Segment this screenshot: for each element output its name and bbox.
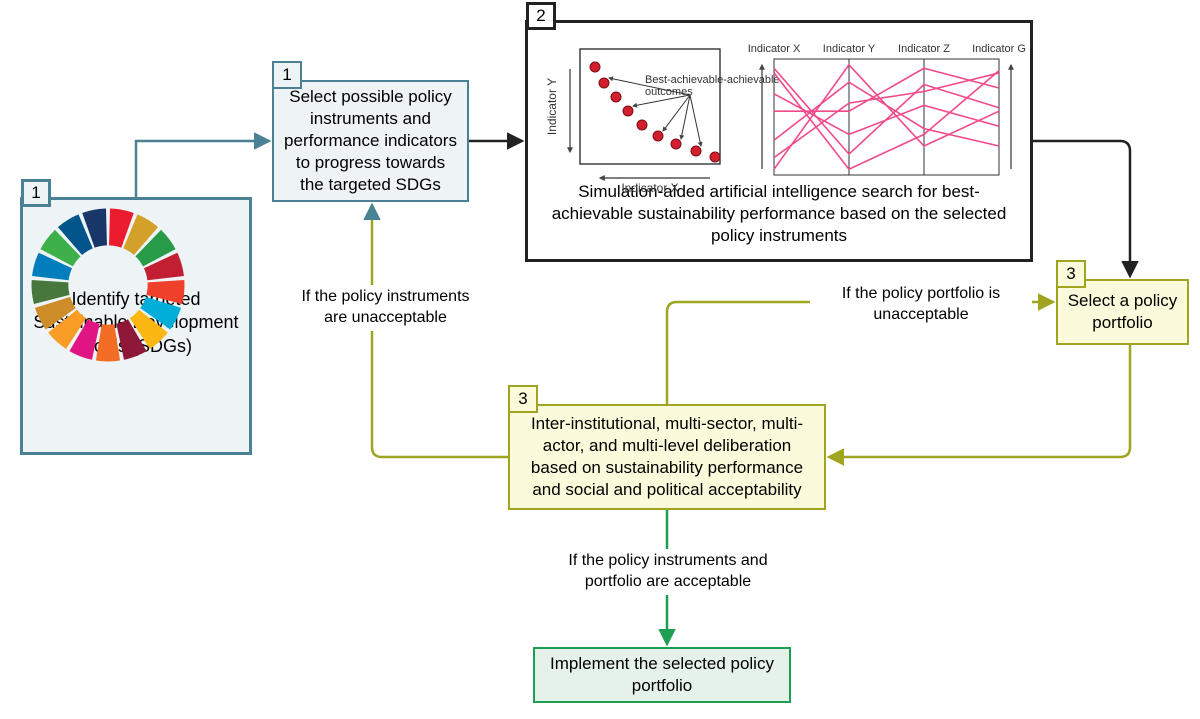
box-tag-2: 2 bbox=[526, 2, 556, 30]
edge-label-instruments-unacceptable: If the policy instruments are unacceptab… bbox=[292, 285, 479, 331]
box6-text: Implement the selected policy portfolio bbox=[543, 653, 781, 697]
edge-e_delibToSelect bbox=[372, 206, 508, 457]
box-implement: Implement the selected policy portfolio bbox=[533, 647, 791, 703]
edge-e_box1_box2 bbox=[136, 141, 268, 197]
box-tag-1b: 1 bbox=[272, 61, 302, 89]
sdg-wheel-icon bbox=[23, 200, 193, 370]
pareto-plot: Indicator XIndicator YBest-achievable-ac… bbox=[542, 37, 742, 175]
pareto-svg: Indicator XIndicator YBest-achievable-ac… bbox=[542, 37, 742, 195]
svg-text:Indicator G: Indicator G bbox=[972, 43, 1026, 55]
svg-text:Indicator Y: Indicator Y bbox=[545, 78, 559, 135]
diagram-canvas: 1 Identify targeted Sustainable Developm… bbox=[0, 0, 1200, 719]
svg-text:Indicator X: Indicator X bbox=[748, 43, 801, 55]
svg-text:Indicator X: Indicator X bbox=[621, 181, 678, 195]
box-select-instruments: 1 Select possible policy instruments and… bbox=[272, 80, 469, 202]
box-select-portfolio: 3 Select a policy portfolio bbox=[1056, 279, 1189, 345]
box5-text: Inter-institutional, multi-sector, multi… bbox=[518, 413, 816, 501]
box4-text: Select a policy portfolio bbox=[1066, 290, 1179, 334]
parallel-svg: Indicator XIndicator YIndicator ZIndicat… bbox=[754, 37, 1024, 195]
edge-label-portfolio-unacceptable: If the policy portfolio is unacceptable bbox=[810, 282, 1032, 328]
svg-text:Indicator Y: Indicator Y bbox=[823, 43, 876, 55]
box2-text: Select possible policy instruments and p… bbox=[282, 86, 459, 196]
box-deliberation: 3 Inter-institutional, multi-sector, mul… bbox=[508, 404, 826, 510]
box-identify-sdgs: 1 Identify targeted Sustainable Developm… bbox=[20, 197, 252, 455]
edge-e_box3_box4 bbox=[1033, 141, 1130, 275]
box-tag-3b: 3 bbox=[508, 385, 538, 413]
edge-e_box4_box5 bbox=[830, 345, 1130, 457]
edge-label-acceptable: If the policy instruments and portfolio … bbox=[542, 549, 794, 595]
box-tag-3a: 3 bbox=[1056, 260, 1086, 288]
box-simulation-ai: 2 Indicator XIndicator YBest-achievable-… bbox=[525, 20, 1033, 262]
svg-text:Indicator Z: Indicator Z bbox=[898, 43, 950, 55]
parallel-coords-plot: Indicator XIndicator YIndicator ZIndicat… bbox=[754, 37, 1016, 175]
